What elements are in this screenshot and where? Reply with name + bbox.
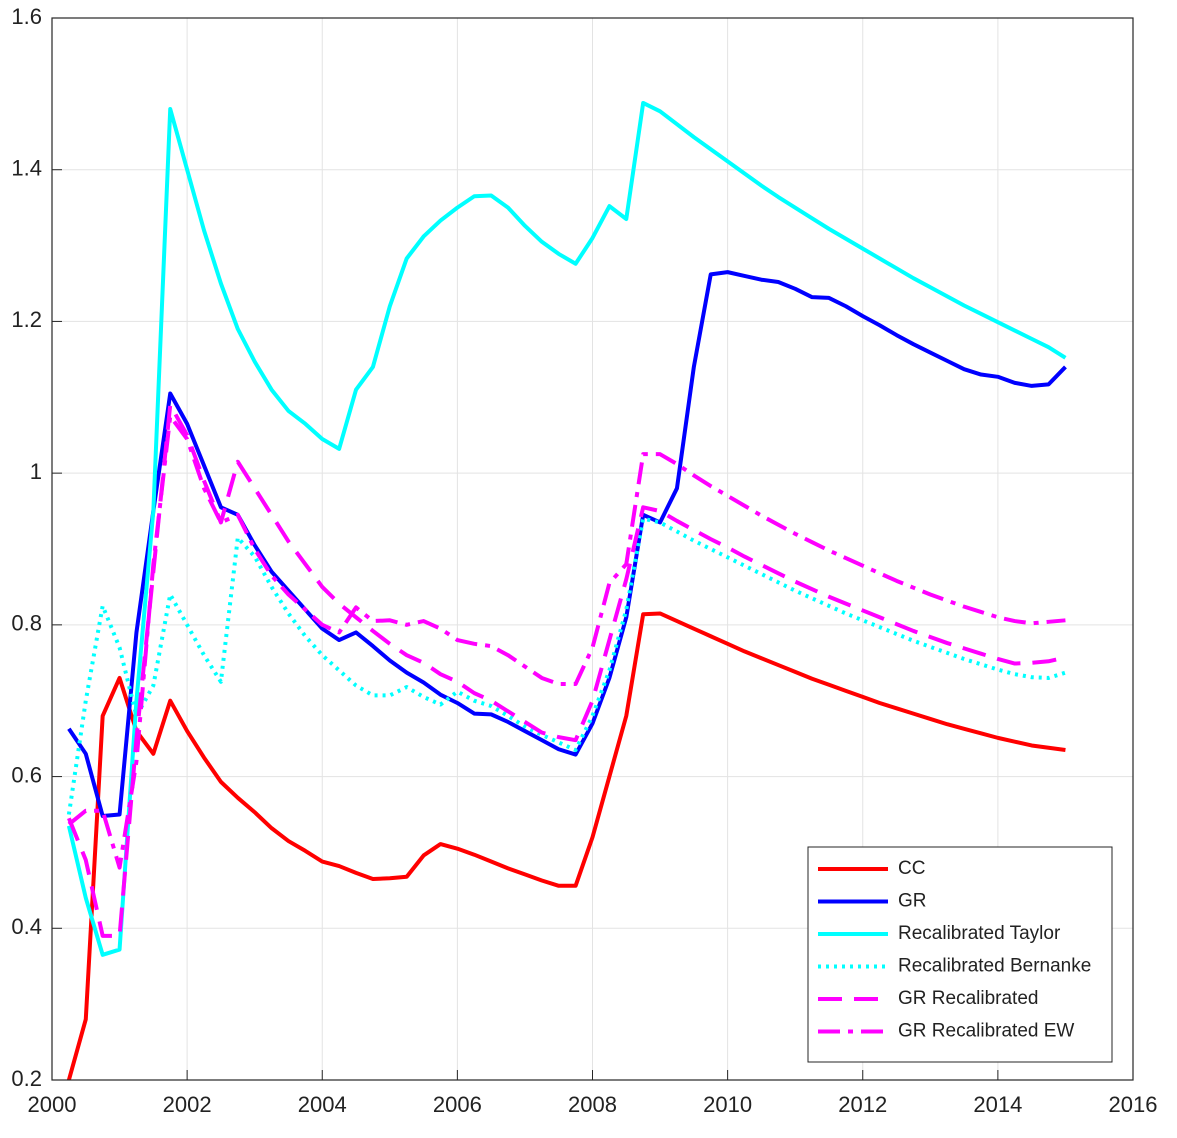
ticks: 0.2 0.4 0.6 0.8 1 1.2 1.4 1.6 2000 2002 2004 2006 20… xyxy=(11,4,1157,1117)
x-tick-label: 2012 xyxy=(838,1092,887,1117)
legend-box xyxy=(807,846,1113,1063)
y-tick-label: 1 xyxy=(30,459,42,484)
y-tick-label: 0.2 xyxy=(11,1066,42,1091)
x-tick-label: 2006 xyxy=(433,1092,482,1117)
legend-label: Recalibrated Taylor xyxy=(898,923,1061,944)
series-line xyxy=(66,516,1067,815)
y-tick-label: 0.6 xyxy=(11,762,42,787)
y-tick-label: 0.8 xyxy=(11,611,42,636)
legend-label: Recalibrated Bernanke xyxy=(898,956,1091,977)
legend-label: CC xyxy=(898,858,925,879)
series-line xyxy=(66,100,1067,957)
legend-label: GR xyxy=(898,891,927,912)
y-tick-label: 1.6 xyxy=(11,4,42,29)
y-tick-label: 1.4 xyxy=(11,156,42,181)
x-tick-label: 2010 xyxy=(703,1092,752,1117)
legend-label: GR Recalibrated xyxy=(898,988,1038,1009)
series-line xyxy=(66,611,1066,1081)
x-tick-label: 2004 xyxy=(298,1092,347,1117)
plot xyxy=(66,100,1067,1081)
series-line xyxy=(67,402,1066,938)
series-line xyxy=(67,270,1067,819)
x-tick-label: 2014 xyxy=(973,1092,1022,1117)
x-tick-label: 2008 xyxy=(568,1092,617,1117)
x-tick-label: 2002 xyxy=(163,1092,212,1117)
y-tick-label: 1.2 xyxy=(11,307,42,332)
legend: CC GR Recalibrated Taylor Recalibrated Bern… xyxy=(807,846,1113,1063)
y-tick-label: 0.4 xyxy=(11,914,42,939)
series-line xyxy=(67,414,1066,870)
x-tick-label: 2016 xyxy=(1109,1092,1158,1117)
legend-label: GR Recalibrated EW xyxy=(898,1021,1074,1042)
x-tick-label: 2000 xyxy=(28,1092,77,1117)
